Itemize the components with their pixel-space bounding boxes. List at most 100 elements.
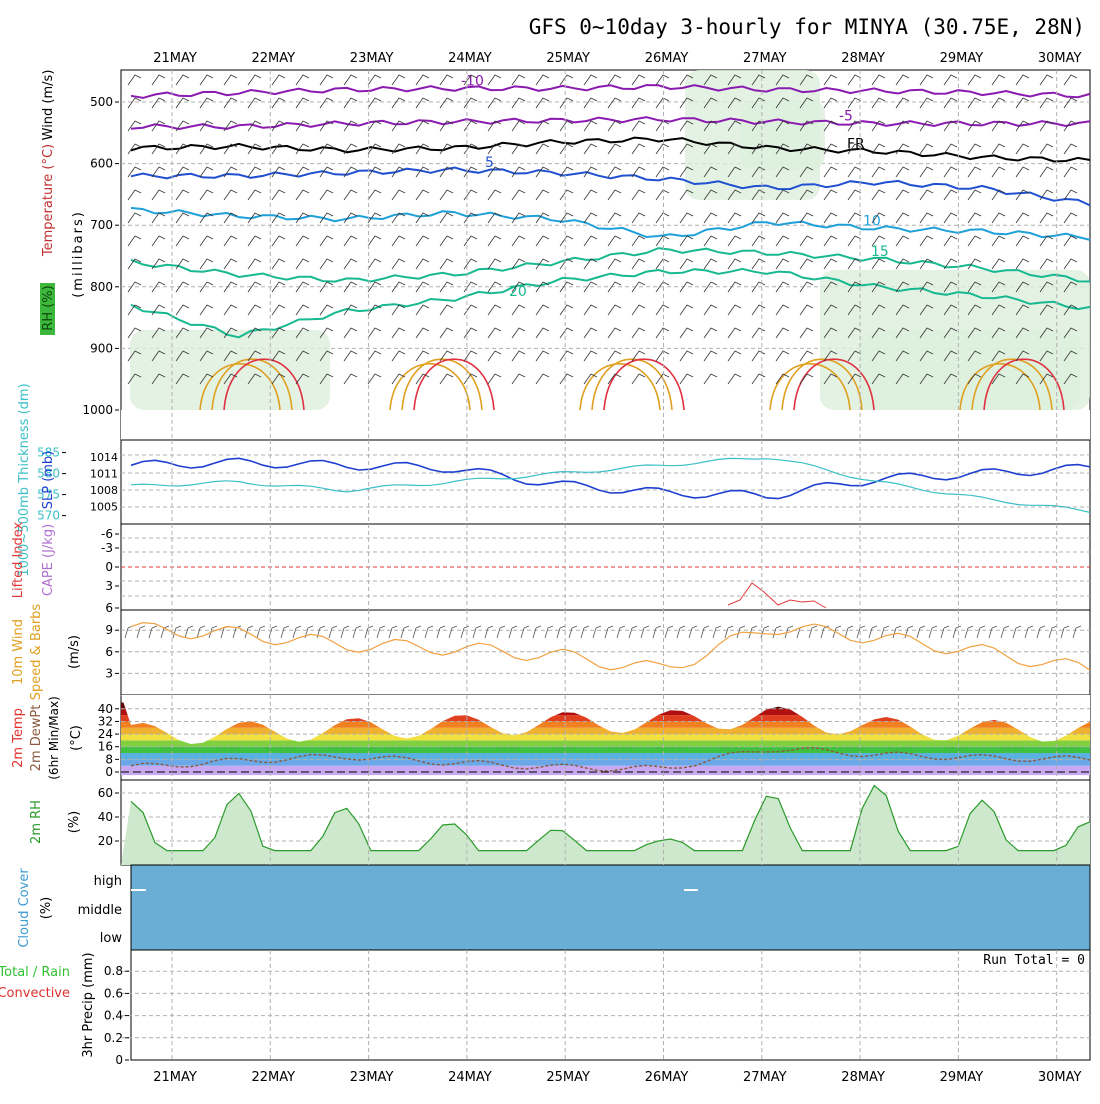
wind-barb — [847, 189, 862, 201]
wind-barb — [271, 74, 286, 86]
wind-barb — [391, 304, 406, 316]
wind-barb — [415, 97, 430, 109]
wind-barb — [847, 235, 862, 247]
wind-barb — [415, 281, 430, 293]
surface-wind-barb — [136, 625, 146, 639]
wind-barb — [751, 281, 766, 293]
wind-barb — [703, 350, 718, 362]
wind-barb — [607, 258, 622, 270]
wind-barb — [775, 166, 790, 178]
wind-barb — [175, 97, 190, 109]
wind-barb — [535, 258, 550, 270]
wind-barb — [919, 166, 934, 178]
wind-barb — [319, 166, 334, 178]
y-tick-label: 800 — [90, 280, 113, 294]
temperature-contour — [130, 136, 1091, 163]
wind-barb — [511, 74, 526, 86]
wind-barb — [631, 258, 646, 270]
wind-barb — [295, 350, 310, 362]
wind-barb — [871, 120, 886, 132]
wind-barb — [463, 373, 478, 385]
wind-barb — [367, 166, 382, 178]
wind-barb — [247, 97, 262, 109]
wind-barb — [151, 235, 166, 247]
surface-wind-barb — [1072, 625, 1082, 639]
wind-barb — [535, 304, 550, 316]
temp-color-band — [121, 727, 1090, 735]
wind-barb — [151, 166, 166, 178]
wind-barb — [319, 235, 334, 247]
wind-barb — [943, 189, 958, 201]
wind-barb — [1015, 304, 1030, 316]
precip-run-total: Run Total = 0 — [983, 953, 1085, 968]
wind-barb — [175, 74, 190, 86]
wind-barb — [775, 281, 790, 293]
wind-barb — [295, 235, 310, 247]
wind-barb — [679, 350, 694, 362]
wind-barb — [487, 327, 502, 339]
y-tick-label: 40 — [98, 702, 113, 716]
wind-barb — [247, 74, 262, 86]
wind-barb — [391, 97, 406, 109]
wind-barb — [703, 235, 718, 247]
wind-barb — [943, 350, 958, 362]
wind-barb — [319, 304, 334, 316]
temp-color-band — [121, 753, 1090, 760]
surface-wind-barb — [256, 625, 266, 639]
surface-wind-barb — [292, 625, 302, 639]
temperature-contour — [130, 206, 1091, 241]
wind-barb — [175, 327, 190, 339]
wind-barb — [367, 350, 382, 362]
wind-barb — [895, 350, 910, 362]
y-tick-label-right: 1008 — [90, 484, 118, 497]
wind-barb — [607, 373, 622, 385]
wind-barb — [583, 120, 598, 132]
temp-color-band — [121, 759, 1090, 766]
wind-barb — [847, 166, 862, 178]
warm-contour — [959, 363, 1041, 411]
wind-barb — [463, 281, 478, 293]
wind-barb — [631, 235, 646, 247]
wind-barb — [559, 143, 574, 155]
wind-barb — [1015, 166, 1030, 178]
wind-barb — [463, 327, 478, 339]
wind-barb — [271, 212, 286, 224]
wind-barb — [583, 350, 598, 362]
wind-barb — [559, 350, 574, 362]
wind-barb — [967, 212, 982, 224]
wind-barb — [247, 189, 262, 201]
wind-barb — [535, 235, 550, 247]
y-tick-label-right: 1011 — [90, 468, 118, 481]
date-label-bottom: 26MAY — [645, 1070, 689, 1085]
wind-barb — [607, 350, 622, 362]
wind-barb — [199, 281, 214, 293]
wind-barb — [679, 281, 694, 293]
wind-barb — [943, 143, 958, 155]
precip-panel: 0 0.2 0.4 0.6 0.8 Run Total = 0 — [104, 949, 1091, 1067]
wind-barb — [559, 97, 574, 109]
wind-barb — [919, 327, 934, 339]
y-tick-label: 0.2 — [104, 1031, 123, 1045]
y-tick-label: 500 — [90, 95, 113, 109]
wind-barb — [751, 120, 766, 132]
wind-barb — [199, 235, 214, 247]
wind-barb — [199, 143, 214, 155]
wind-barb — [1015, 189, 1030, 201]
wind-barb — [391, 189, 406, 201]
surface-wind-barb — [880, 625, 890, 639]
date-label-top: 23MAY — [350, 51, 394, 66]
wind-barb — [1063, 281, 1078, 293]
temperature-contour — [130, 84, 1091, 99]
warm-contour — [793, 358, 875, 411]
cloud-cover-fill — [130, 864, 1091, 951]
wind-barb — [271, 189, 286, 201]
wind-barb — [415, 350, 430, 362]
wind-barb — [607, 120, 622, 132]
wind-barb — [895, 281, 910, 293]
wind-barb — [1015, 97, 1030, 109]
wind-barb — [175, 166, 190, 178]
wind-barb — [631, 74, 646, 86]
wind-barb — [439, 189, 454, 201]
y-tick-label: 60 — [98, 786, 113, 800]
surface-wind-barb — [484, 625, 494, 639]
